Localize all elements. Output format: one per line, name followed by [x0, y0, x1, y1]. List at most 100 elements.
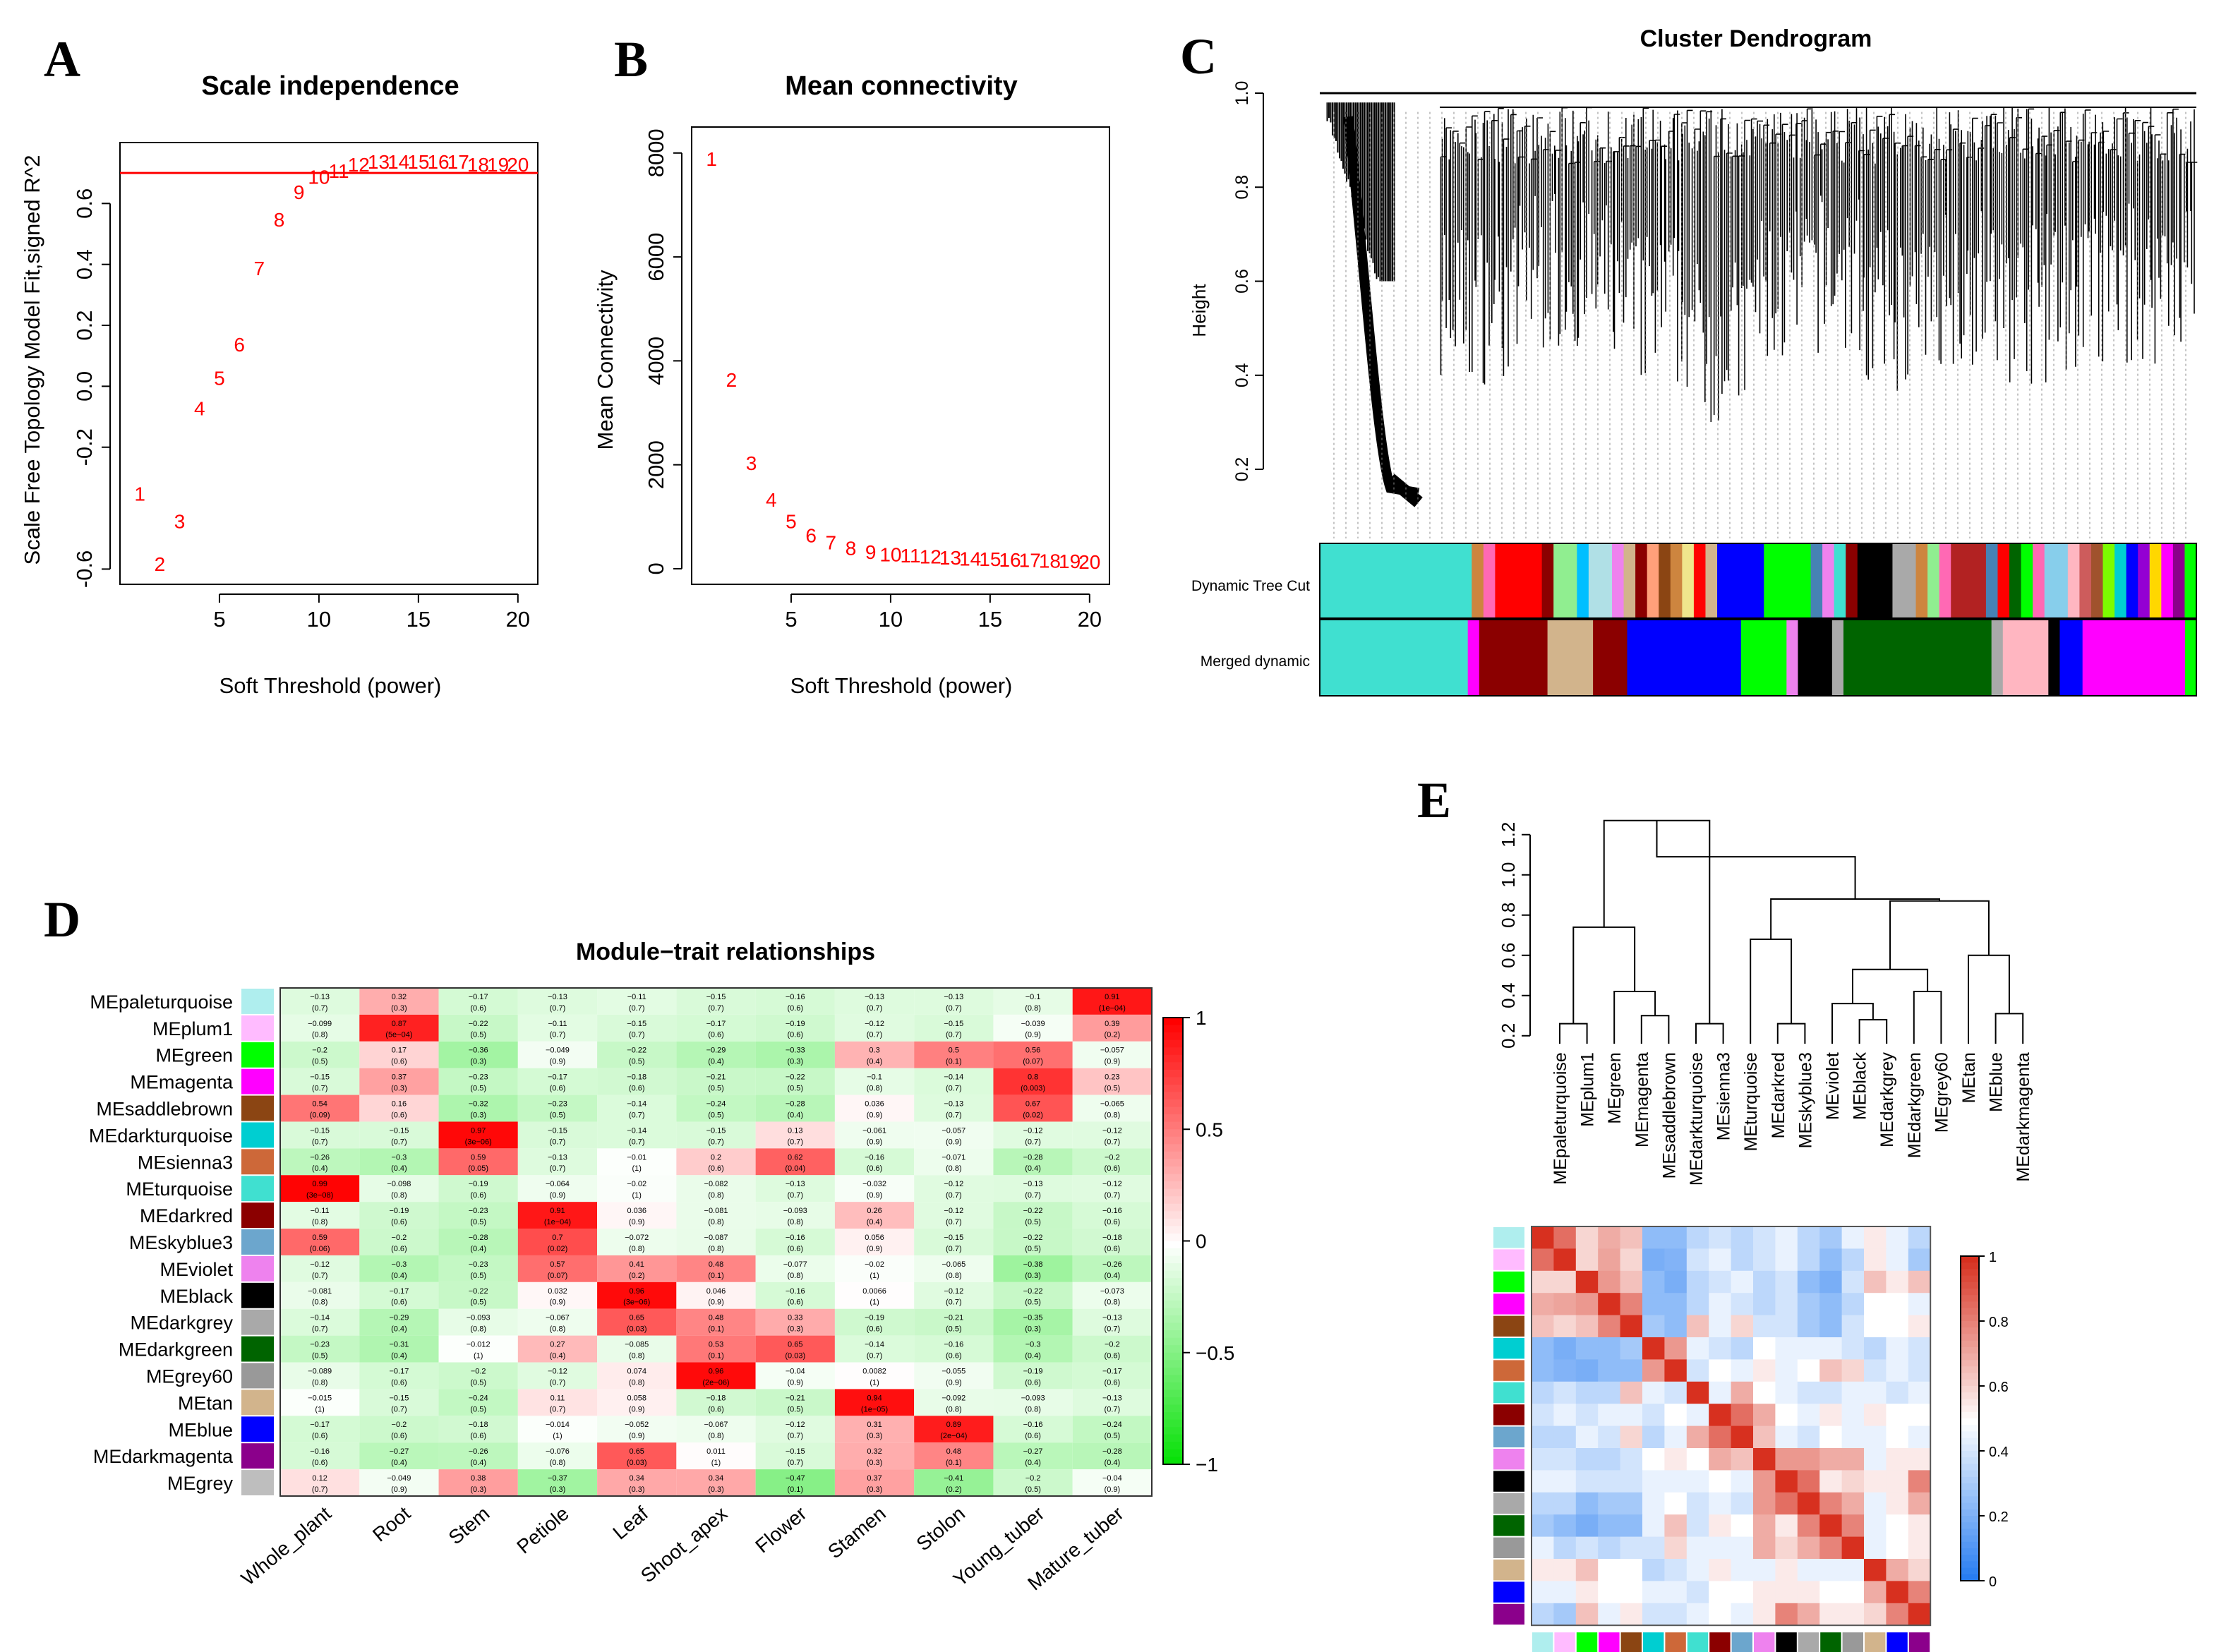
cell-pvalue: (0.3)	[391, 1085, 407, 1093]
correlation-cell	[1664, 1536, 1687, 1560]
cell-pvalue: (0.5)	[708, 1085, 724, 1093]
heatmap-cell	[993, 1095, 1073, 1122]
correlation-cell	[1686, 1315, 1709, 1338]
cell-pvalue: (0.8)	[946, 1164, 962, 1173]
correlation-cell	[1864, 1425, 1887, 1449]
data-point-label: 19	[1059, 550, 1081, 572]
module-color-segment	[2102, 543, 2115, 618]
colorbar-step	[1163, 1077, 1183, 1085]
cell-correlation: −0.11	[627, 993, 646, 1001]
module-color-segment	[1786, 620, 1798, 696]
cell-pvalue: (0.9)	[787, 1378, 803, 1387]
cell-pvalue: (0.8)	[312, 1298, 328, 1307]
dendrogram-branch-group	[1934, 107, 1991, 365]
correlation-cell	[1797, 1337, 1820, 1360]
cell-correlation: −0.13	[548, 1153, 567, 1162]
cell-pvalue: (0.9)	[629, 1405, 645, 1413]
cell-pvalue: (0.9)	[946, 1138, 962, 1146]
correlation-cell	[1532, 1536, 1554, 1560]
cell-pvalue: (0.6)	[1105, 1351, 1121, 1360]
heatmap-cell	[280, 1442, 360, 1470]
cell-pvalue: (0.7)	[867, 1004, 883, 1013]
cell-correlation: −0.2	[1105, 1153, 1120, 1162]
correlation-cell	[1731, 1248, 1754, 1272]
colorbar-step	[1163, 1300, 1183, 1309]
colorbar-step	[1961, 1275, 1979, 1283]
correlation-cell	[1642, 1226, 1665, 1249]
y-tick-label: 0.2	[72, 310, 97, 340]
cell-pvalue: (0.6)	[1105, 1378, 1121, 1387]
heatmap-cell	[597, 1175, 677, 1202]
heatmap-cell	[676, 1229, 756, 1255]
row-label: MEviolet	[160, 1259, 233, 1280]
chart-title: Module−trait relationships	[576, 939, 875, 965]
correlation-cell	[1709, 1581, 1732, 1604]
cell-pvalue: (0.3)	[1025, 1325, 1041, 1334]
leaf-label: MEdarkgrey	[1877, 1052, 1897, 1147]
correlation-cell	[1598, 1315, 1621, 1338]
cell-correlation: −0.33	[786, 1047, 805, 1055]
cell-pvalue: (0.5)	[708, 1111, 724, 1119]
heatmap-cell	[438, 1255, 518, 1282]
y-tick-label: 0.8	[1498, 903, 1519, 928]
row-label: MEtan	[178, 1392, 233, 1413]
correlation-cell	[1575, 1470, 1599, 1493]
data-point-label: 10	[879, 544, 901, 566]
leaf-label: MEblue	[1987, 1052, 2007, 1112]
correlation-cell	[1908, 1315, 1931, 1338]
heatmap-cell	[438, 1202, 518, 1229]
data-point-label: 17	[447, 151, 469, 173]
leaf-label: MEplum1	[1578, 1052, 1598, 1127]
correlation-cell	[1575, 1425, 1599, 1449]
heatmap-cell	[280, 1335, 360, 1363]
y-tick-label: 1.0	[1498, 862, 1519, 888]
heatmap-cell	[1072, 1469, 1152, 1496]
correlation-cell	[1553, 1270, 1577, 1294]
cell-correlation: 0.54	[312, 1099, 327, 1108]
cell-pvalue: (0.003)	[1021, 1085, 1045, 1093]
module-color-bars	[1319, 543, 2197, 697]
dendrogram-branch-group	[1574, 107, 1625, 349]
data-point-label: 6	[805, 524, 817, 546]
cell-pvalue: (0.7)	[946, 1298, 962, 1307]
correlation-cell	[1797, 1603, 1820, 1626]
module-color-segment	[1985, 543, 1998, 618]
correlation-cell	[1532, 1603, 1554, 1626]
colorbar-step	[1961, 1425, 1979, 1433]
heatmap-cell	[1072, 1416, 1152, 1443]
heatmap-cell	[280, 1362, 360, 1389]
correlation-cell	[1775, 1581, 1798, 1604]
heatmap-cell	[438, 1469, 518, 1496]
correlation-cell	[1775, 1337, 1798, 1360]
module-color-segment	[2172, 543, 2185, 618]
correlation-cell	[1553, 1359, 1577, 1382]
cell-correlation: −0.02	[865, 1260, 884, 1269]
correlation-heatmap	[1493, 1226, 1932, 1652]
cell-pvalue: (0.8)	[708, 1432, 724, 1440]
column-color-swatch	[1643, 1632, 1664, 1652]
cell-correlation: −0.22	[1023, 1234, 1043, 1242]
cell-correlation: −0.14	[865, 1341, 884, 1349]
cell-correlation: −0.21	[944, 1314, 963, 1322]
heatmap-cell	[755, 1202, 835, 1229]
correlation-cell	[1553, 1425, 1577, 1449]
data-point-label: 20	[1078, 551, 1100, 573]
cell-correlation: −0.082	[704, 1180, 728, 1188]
cell-correlation: 0.0066	[862, 1287, 886, 1296]
module-color-segment	[1798, 620, 1833, 696]
cell-correlation: 0.2	[711, 1153, 721, 1162]
cell-correlation: −0.17	[389, 1287, 409, 1296]
x-tick-label: 10	[879, 607, 903, 632]
heatmap-cell	[1072, 1442, 1152, 1470]
heatmap-cell	[993, 1308, 1073, 1336]
heatmap-cell	[359, 1148, 439, 1176]
correlation-cell	[1864, 1514, 1887, 1538]
colorbar-step	[1961, 1262, 1979, 1270]
cell-pvalue: (1)	[870, 1272, 879, 1280]
colorbar-step	[1163, 1389, 1183, 1399]
correlation-cell	[1731, 1293, 1754, 1316]
cell-correlation: −0.16	[865, 1153, 884, 1162]
cell-pvalue: (0.6)	[787, 1245, 803, 1253]
cell-pvalue: (0.5)	[312, 1058, 328, 1066]
cell-correlation: 0.91	[1105, 993, 1119, 1001]
